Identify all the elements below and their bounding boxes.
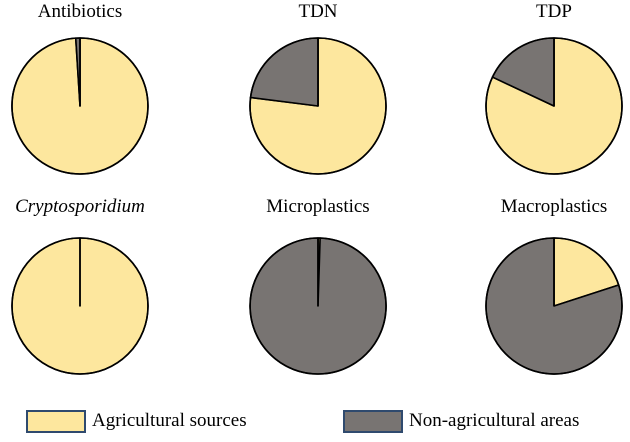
legend-label-non-agricultural: Non-agricultural areas — [409, 410, 580, 431]
pie-cryptosporidium — [11, 237, 149, 375]
legend-item-agricultural: Agricultural sources — [26, 406, 247, 436]
pie-tdp — [485, 37, 623, 175]
pie-outline — [249, 237, 387, 375]
pie-microplastics — [249, 237, 387, 375]
pie-outline — [485, 237, 623, 375]
pie-title-cryptosporidium: Cryptosporidium — [15, 196, 145, 217]
pie-macroplastics — [485, 237, 623, 375]
pie-outline — [11, 237, 149, 375]
pie-outline — [11, 37, 149, 175]
pie-title-antibiotics: Antibiotics — [37, 1, 123, 22]
pie-title-tdp: TDP — [536, 1, 572, 22]
pie-title-microplastics: Microplastics — [266, 196, 370, 217]
pie-title-macroplastics: Macroplastics — [500, 196, 608, 217]
pie-slice-non-agricultural-areas — [249, 37, 319, 107]
legend: Agricultural sources Non-agricultural ar… — [0, 406, 630, 436]
legend-label-agricultural: Agricultural sources — [92, 410, 247, 431]
pie-outline — [485, 37, 623, 175]
legend-swatch-agricultural — [26, 409, 86, 433]
pies-canvas — [11, 37, 623, 375]
pie-outline — [249, 37, 387, 175]
pie-antibiotics — [11, 37, 149, 175]
pie-tdn — [249, 37, 387, 175]
legend-item-non-agricultural: Non-agricultural areas — [343, 406, 579, 436]
pie-title-tdn: TDN — [298, 1, 338, 22]
legend-swatch-non-agricultural — [343, 409, 403, 433]
